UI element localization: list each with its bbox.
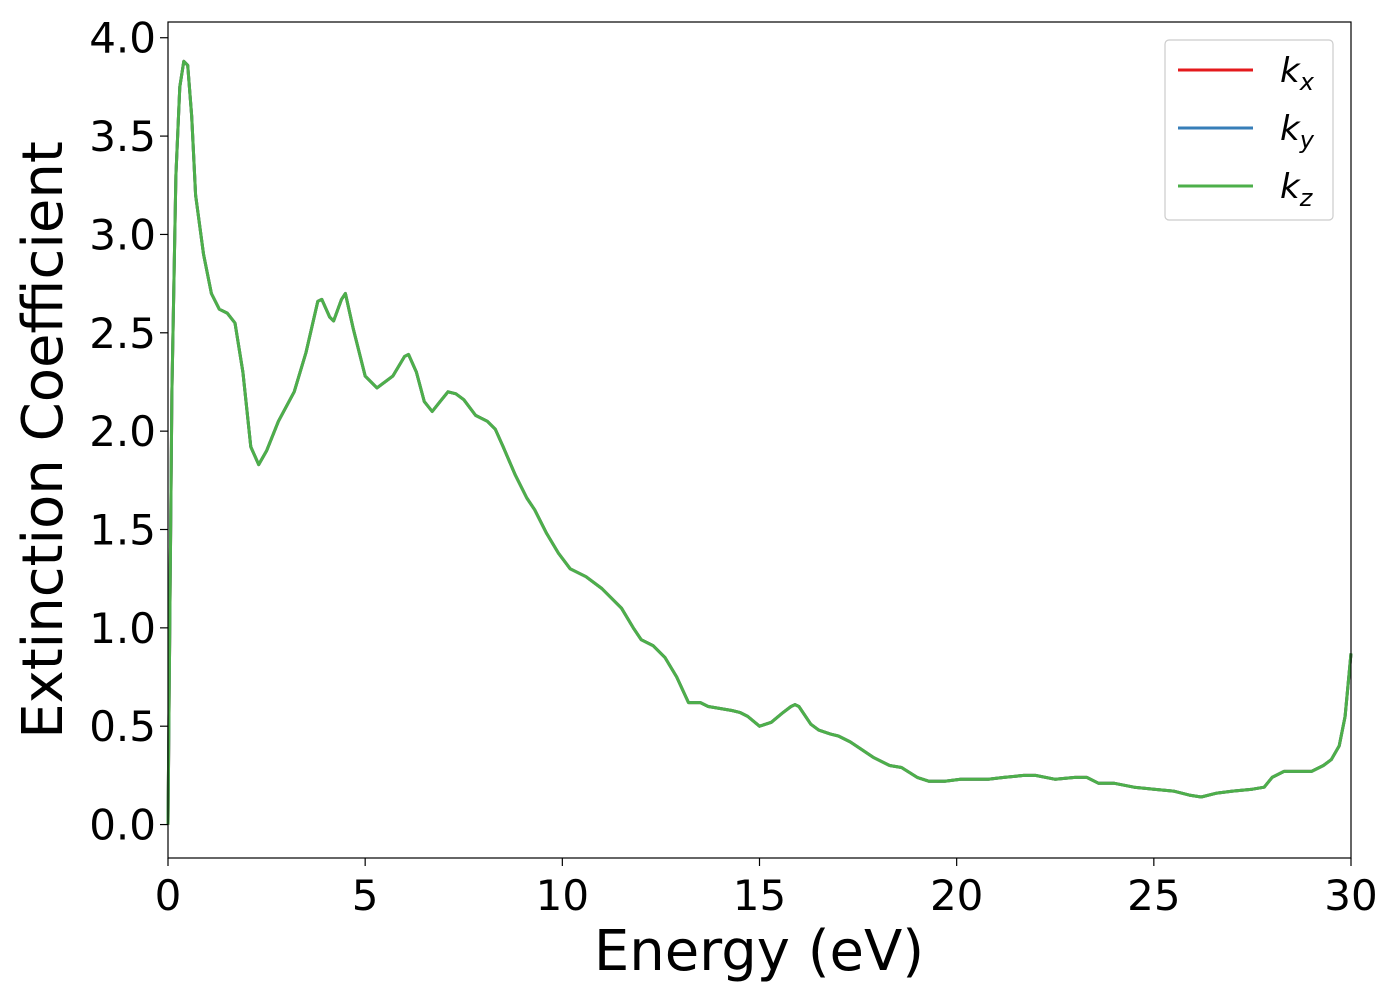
x-tick-label: 5 — [352, 871, 379, 920]
x-tick-label: 0 — [155, 871, 182, 920]
series-group — [166, 59, 1353, 825]
y-tick-label: 4.0 — [89, 14, 156, 63]
y-tick-label: 3.0 — [89, 210, 156, 259]
x-axis-label: Energy (eV) — [594, 919, 924, 984]
legend-subscript: y — [1299, 126, 1315, 154]
legend-frame — [1164, 39, 1334, 221]
y-tick-label: 0.0 — [89, 801, 156, 850]
y-axis-ticks: 0.0 0.5 1.0 1.5 2.0 2.5 3.0 3.5 4.0 — [89, 14, 168, 850]
y-tick-label: 2.0 — [89, 407, 156, 456]
legend-subscript: x — [1299, 68, 1315, 96]
series-line-kz — [166, 59, 1353, 825]
y-tick-label: 1.5 — [89, 506, 156, 555]
x-tick-label: 10 — [536, 871, 589, 920]
x-tick-label: 25 — [1127, 871, 1180, 920]
y-tick-label: 3.5 — [89, 112, 156, 161]
y-axis-label: Extinction Coefficient — [11, 141, 76, 739]
x-axis-ticks: 0 5 10 15 20 25 30 — [155, 858, 1378, 920]
y-tick-label: 0.5 — [89, 702, 156, 751]
x-tick-label: 20 — [930, 871, 983, 920]
y-tick-label: 2.5 — [89, 309, 156, 358]
legend-subscript: z — [1299, 184, 1314, 212]
y-tick-label: 1.0 — [89, 604, 156, 653]
x-tick-label: 15 — [733, 871, 786, 920]
x-tick-label: 30 — [1324, 871, 1377, 920]
